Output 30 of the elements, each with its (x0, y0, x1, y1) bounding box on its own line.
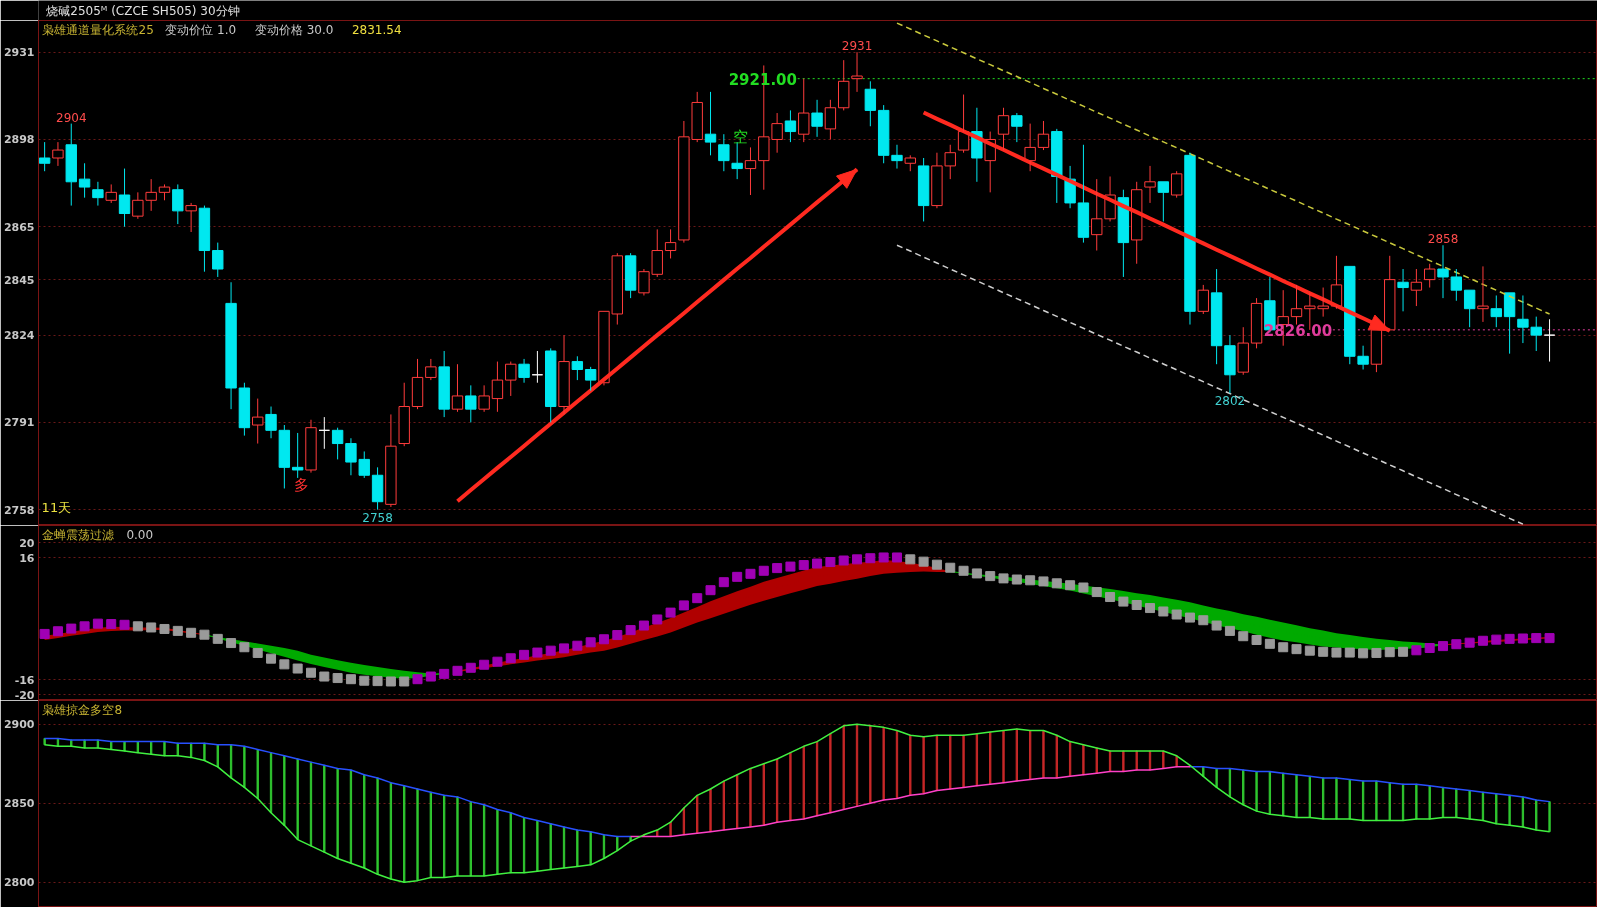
annotation: 多 (293, 476, 309, 495)
y-tick-label: 2850 (3, 797, 35, 811)
y-tick-label: -20 (14, 688, 35, 702)
y-tick-label: 16 (19, 551, 35, 565)
annotation: 2858 (1427, 232, 1459, 247)
y-tick-label: 2865 (3, 220, 35, 234)
y-tick-label: -16 (14, 673, 35, 687)
y-tick-label: 2800 (3, 876, 35, 890)
annotation: 变动价格 30.0 (254, 22, 334, 37)
chart-title: 金蝉震荡过滤 (42, 527, 115, 542)
annotation: 2802 (1214, 394, 1246, 409)
chart-title: 枭雄掠金多空8 (42, 702, 123, 717)
chart-subtitle: 枭雄通道量化系统25 (42, 22, 154, 37)
annotation: 0.00 (126, 528, 154, 542)
annotation: 变动价位 1.0 (165, 22, 237, 37)
chart-title: 烧碱2505ᴹ (CZCE SH505) 30分钟 (46, 3, 240, 18)
y-tick-label: 2758 (3, 503, 35, 517)
annotation: 2758 (362, 510, 393, 525)
y-tick-label: 2898 (3, 133, 35, 147)
annotation: 空 (733, 128, 749, 147)
annotation: 2831.54 (351, 23, 402, 37)
annotation: 2931 (841, 39, 873, 54)
y-tick-label: 2845 (3, 273, 35, 287)
y-tick-label: 2900 (3, 718, 35, 732)
y-tick-label: 2931 (3, 46, 35, 60)
annotation: 2904 (55, 110, 87, 125)
y-tick-label: 2791 (3, 416, 35, 430)
y-tick-label: 20 (19, 536, 35, 550)
annotation: 11天 (41, 499, 72, 515)
y-tick-label: 2824 (3, 329, 35, 343)
